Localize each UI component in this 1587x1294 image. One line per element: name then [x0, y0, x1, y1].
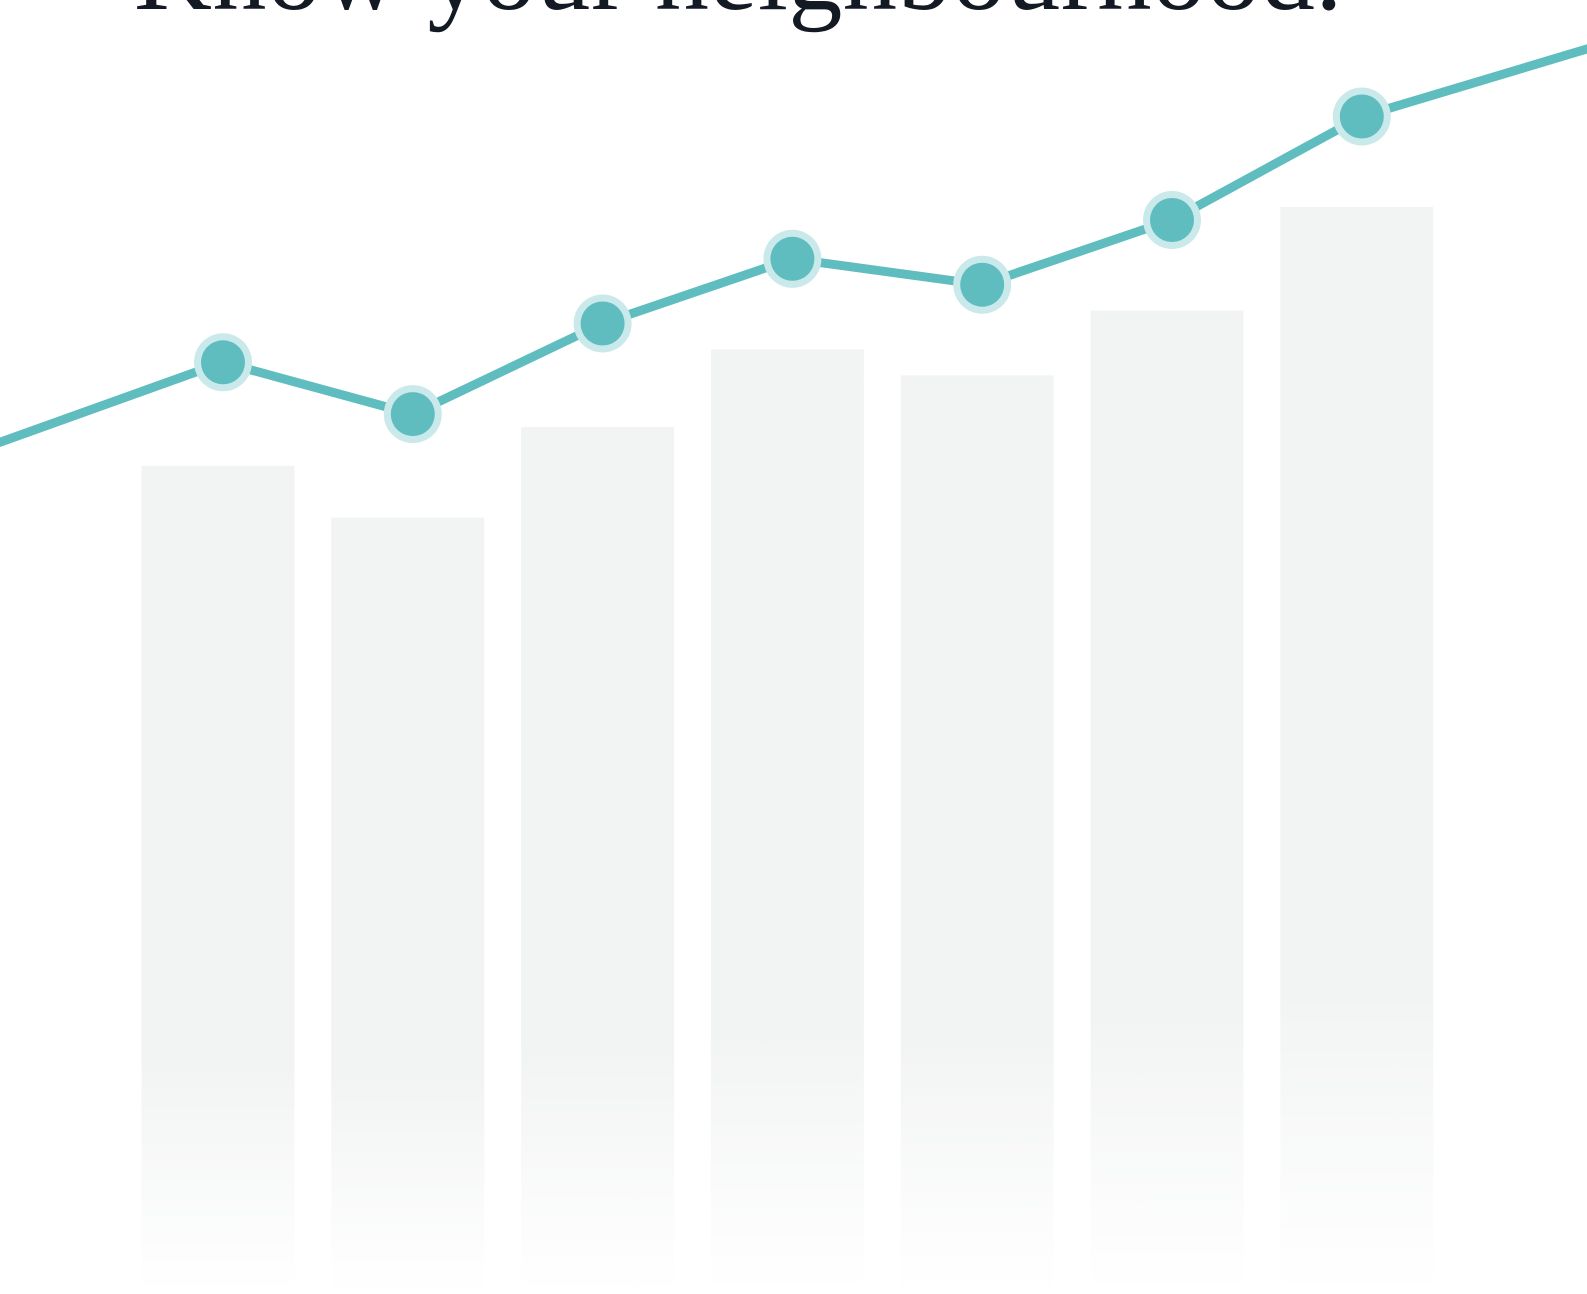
line-point-3	[573, 294, 632, 353]
bar-5	[900, 375, 1054, 1294]
bar-1	[141, 465, 295, 1294]
line-point-dot	[201, 340, 245, 385]
line-point-dot	[1150, 198, 1194, 242]
line-point-1	[194, 333, 252, 392]
line-point-6	[1143, 191, 1201, 249]
line-point-dot	[770, 236, 815, 281]
line-point-series	[194, 87, 1391, 444]
line-point-dot	[1339, 94, 1384, 139]
line-point-5	[953, 255, 1012, 314]
bar-series	[141, 207, 1434, 1294]
line-point-dot	[580, 301, 625, 346]
line-point-4	[763, 229, 822, 288]
bar-7	[1280, 207, 1434, 1294]
bar-6	[1090, 310, 1244, 1294]
line-point-dot	[960, 262, 1005, 307]
line-point-7	[1332, 87, 1391, 146]
line-point-dot	[390, 392, 435, 437]
bar-4	[710, 349, 864, 1294]
bar-2	[331, 517, 485, 1294]
headline: Know your neighbourhood.	[134, 0, 1343, 34]
bar-3	[521, 427, 675, 1294]
line-point-2	[383, 385, 442, 444]
